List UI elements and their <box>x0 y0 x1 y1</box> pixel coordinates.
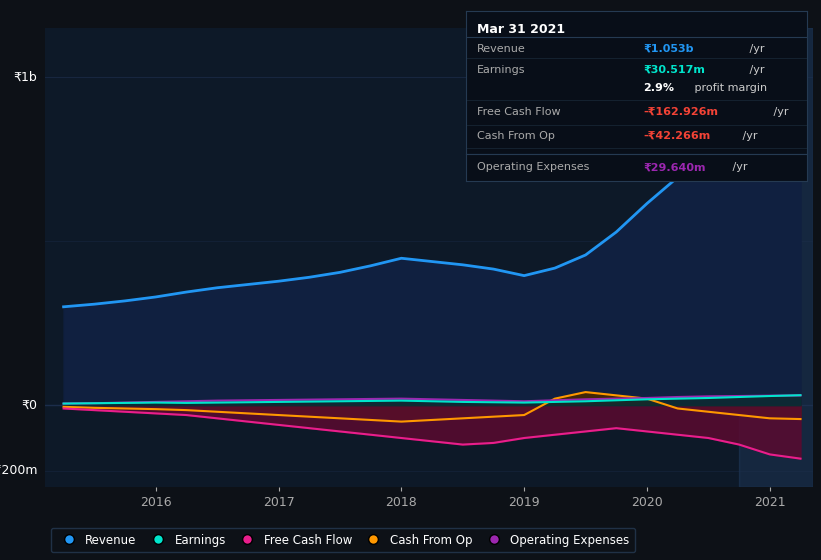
Text: Free Cash Flow: Free Cash Flow <box>476 107 560 117</box>
Legend: Revenue, Earnings, Free Cash Flow, Cash From Op, Operating Expenses: Revenue, Earnings, Free Cash Flow, Cash … <box>51 528 635 553</box>
Text: Mar 31 2021: Mar 31 2021 <box>476 22 565 35</box>
Text: Operating Expenses: Operating Expenses <box>476 162 589 172</box>
Text: Revenue: Revenue <box>476 44 525 54</box>
Text: -₹200m: -₹200m <box>0 464 38 477</box>
Text: /yr: /yr <box>769 107 788 117</box>
Text: /yr: /yr <box>739 131 758 141</box>
Text: -₹42.266m: -₹42.266m <box>644 131 711 141</box>
Text: Cash From Op: Cash From Op <box>476 131 554 141</box>
Bar <box>739 28 813 487</box>
Text: 2.9%: 2.9% <box>644 82 675 92</box>
Text: -₹162.926m: -₹162.926m <box>644 107 718 117</box>
Text: /yr: /yr <box>745 65 764 74</box>
Text: /yr: /yr <box>729 162 747 172</box>
Text: ₹0: ₹0 <box>21 399 38 412</box>
Text: /yr: /yr <box>745 44 764 54</box>
Text: ₹1b: ₹1b <box>14 71 38 83</box>
Text: ₹1.053b: ₹1.053b <box>644 44 694 54</box>
Text: ₹29.640m: ₹29.640m <box>644 162 706 172</box>
Text: profit margin: profit margin <box>691 82 768 92</box>
Text: ₹30.517m: ₹30.517m <box>644 65 705 74</box>
Text: Earnings: Earnings <box>476 65 525 74</box>
